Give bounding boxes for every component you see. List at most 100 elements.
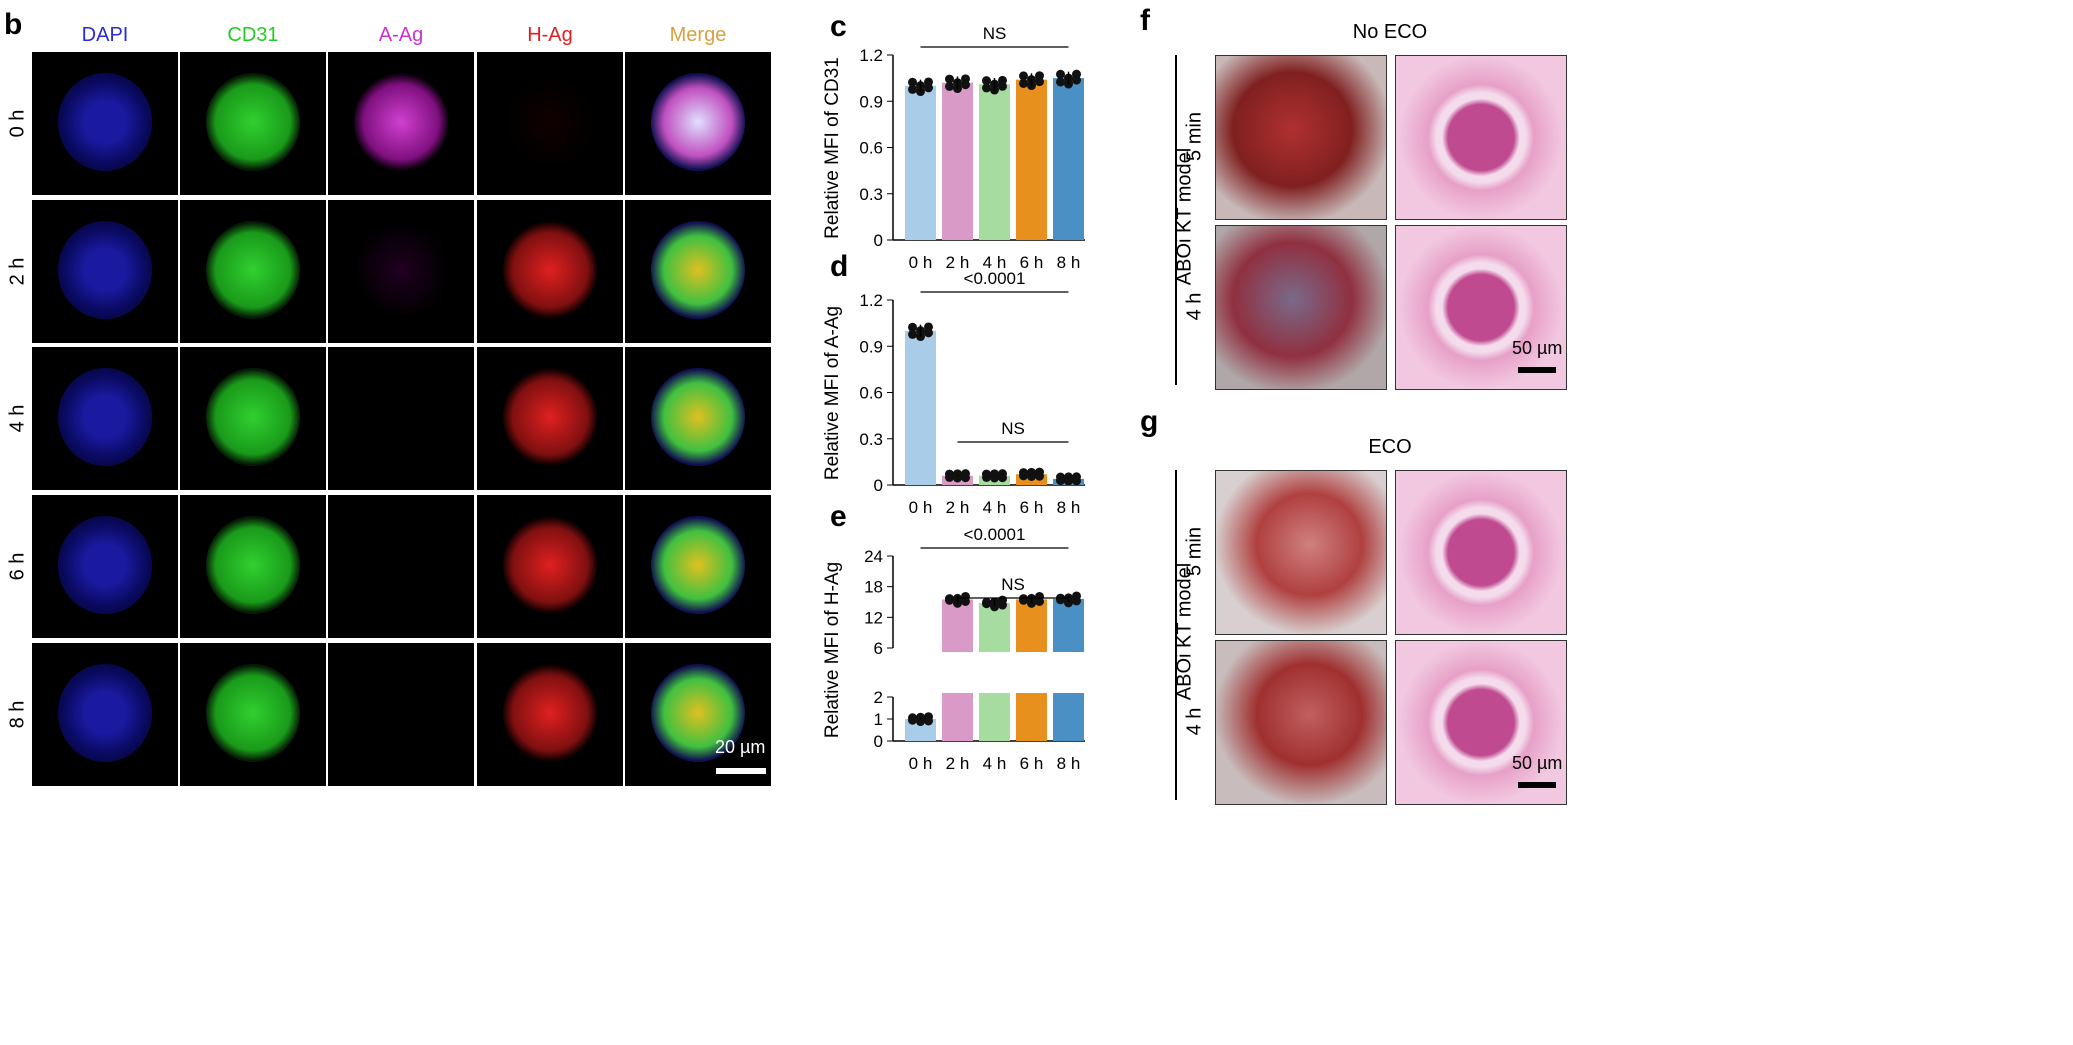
data-point [1064, 598, 1073, 608]
micrograph-dapi-2 [32, 347, 178, 490]
data-point [908, 322, 917, 332]
bar-d-0 [905, 330, 936, 485]
y-tick-label: 0 [874, 476, 883, 495]
y-tick-label: 1.2 [859, 46, 883, 65]
data-point [961, 473, 970, 483]
scale-bar [716, 768, 766, 774]
micrograph-a-ag-4 [328, 643, 474, 786]
x-tick-label: 8 h [1057, 754, 1081, 773]
data-point [1072, 476, 1081, 486]
micrograph-cd31-2 [180, 347, 326, 490]
panel-label-e: e [830, 500, 847, 533]
x-tick-label: 6 h [1020, 498, 1044, 517]
kidney-photo [1215, 640, 1387, 805]
bar-c-4 [1053, 78, 1084, 240]
data-point [945, 594, 954, 604]
y-axis-label: Relative MFI of CD31 [822, 57, 843, 239]
data-point [945, 74, 954, 84]
y-tick-label: 0.3 [859, 185, 883, 204]
bar-c-1 [942, 82, 973, 240]
data-point [1019, 78, 1028, 88]
row-label: 4 h [1183, 292, 1206, 321]
data-point [1056, 77, 1065, 87]
kidney-photo [1215, 470, 1387, 635]
data-point [953, 473, 962, 483]
y-axis-label: Relative MFI of H-Ag [822, 562, 843, 738]
data-point [908, 84, 917, 94]
panel-label-g: g [1140, 405, 1159, 438]
y-tick-label: 0 [874, 231, 883, 250]
significance-label: <0.0001 [964, 269, 1026, 288]
x-tick-label: 8 h [1057, 498, 1081, 517]
micrograph-h-ag-3 [477, 495, 623, 638]
data-point [1035, 77, 1044, 87]
bracket-line [1175, 55, 1177, 385]
x-tick-label: 6 h [1020, 754, 1044, 773]
bracket-line [1175, 470, 1177, 800]
x-tick-label: 4 h [983, 754, 1007, 773]
data-point [1027, 471, 1036, 481]
data-point [982, 83, 991, 93]
data-point [924, 83, 933, 93]
histology-image [1395, 55, 1567, 220]
y-tick-label: 0 [874, 732, 883, 751]
micrograph-a-ag-2 [328, 347, 474, 490]
channel-label: A-Ag [378, 24, 424, 46]
scale-bar-label: 50 µm [1512, 338, 1563, 358]
x-tick-label: 4 h [983, 253, 1007, 272]
scale-bar [1518, 782, 1556, 788]
panel-label-b: b [4, 8, 23, 41]
data-point [961, 596, 970, 606]
data-point [990, 602, 999, 612]
channel-label: CD31 [227, 24, 279, 46]
y-tick-label: 12 [864, 608, 883, 627]
y-tick-label: 1 [874, 710, 883, 729]
x-tick-label: 2 h [946, 754, 970, 773]
data-point [953, 598, 962, 608]
x-tick-label: 2 h [946, 498, 970, 517]
x-tick-label: 8 h [1057, 253, 1081, 272]
histology-image [1395, 225, 1567, 390]
scale-bar-label: 20 µm [715, 737, 766, 757]
x-tick-label: 4 h [983, 498, 1007, 517]
micrograph-cd31-3 [180, 495, 326, 638]
panel-label-d: d [830, 250, 849, 283]
row-label: 5 min [1183, 527, 1206, 576]
data-point [916, 717, 925, 727]
y-tick-label: 0.9 [859, 337, 883, 356]
data-point [1035, 471, 1044, 481]
micrograph-cd31-0 [180, 52, 326, 195]
y-tick-label: 18 [864, 578, 883, 597]
channel-label: DAPI [81, 24, 129, 46]
micrograph-dapi-0 [32, 52, 178, 195]
micrograph-h-ag-2 [477, 347, 623, 490]
data-point [945, 81, 954, 91]
panel_f-title: No ECO [1352, 21, 1428, 43]
x-tick-label: 0 h [909, 754, 933, 773]
y-tick-label: 2 [874, 688, 883, 707]
data-point [1019, 71, 1028, 81]
panel-label-f: f [1140, 4, 1150, 37]
significance-label: NS [983, 24, 1007, 43]
bar-c-0 [905, 85, 936, 240]
y-tick-label: 0.6 [859, 139, 883, 158]
micrograph-h-ag-0 [477, 52, 623, 195]
row-label: 5 min [1183, 112, 1206, 161]
bar-c-3 [1016, 79, 1047, 241]
y-axis-label: Relative MFI of A-Ag [822, 306, 843, 480]
data-point [1027, 598, 1036, 608]
channel-label: H-Ag [527, 24, 573, 46]
micrograph-a-ag-0 [328, 52, 474, 195]
y-tick-label: 0.3 [859, 430, 883, 449]
data-point [924, 328, 933, 338]
x-tick-label: 2 h [946, 253, 970, 272]
data-point [1019, 471, 1028, 481]
data-point [1072, 75, 1081, 85]
data-point [961, 80, 970, 90]
micrograph-dapi-3 [32, 495, 178, 638]
kidney-photo [1215, 55, 1387, 220]
row-label: 4 h [1183, 707, 1206, 736]
micrograph-dapi-1 [32, 200, 178, 343]
kidney-photo [1215, 225, 1387, 390]
